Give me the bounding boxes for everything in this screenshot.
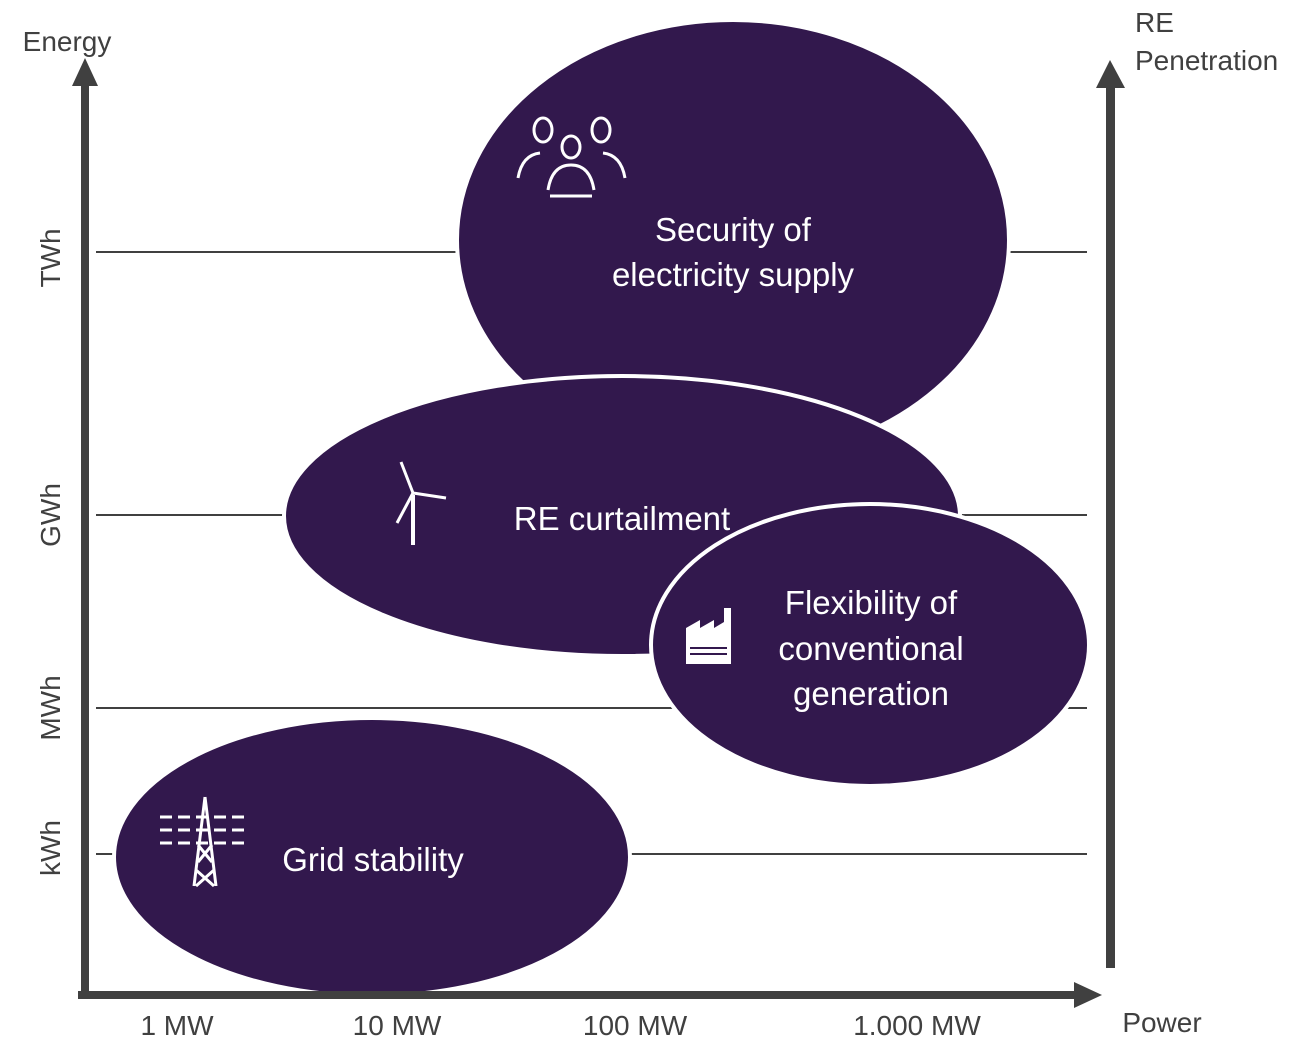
y-axis-arrow xyxy=(72,58,98,86)
x-level-label: 10 MW xyxy=(353,1010,442,1041)
y-level-label: MWh xyxy=(35,675,66,740)
region-label: conventional xyxy=(778,630,963,667)
y-level-label: GWh xyxy=(35,483,66,547)
region-label: RE curtailment xyxy=(514,500,730,537)
y-axis xyxy=(81,80,89,999)
region-label: electricity supply xyxy=(612,256,855,293)
y-level-label: kWh xyxy=(35,820,66,876)
pylon-icon xyxy=(160,796,250,888)
x-axis xyxy=(78,991,1080,999)
x-level-label: 100 MW xyxy=(583,1010,688,1041)
factory-icon xyxy=(686,608,731,664)
region-label: Flexibility of xyxy=(785,584,958,621)
right-axis-arrow xyxy=(1096,60,1125,88)
y-level-label: TWh xyxy=(35,228,66,287)
right-axis-label: RE xyxy=(1135,7,1174,38)
x-axis-label: Power xyxy=(1122,1007,1201,1038)
y-axis-label: Energy xyxy=(23,26,112,57)
people-icon xyxy=(516,116,627,198)
x-level-label: 1.000 MW xyxy=(853,1010,981,1041)
region-flexibility xyxy=(649,502,1091,788)
x-level-label: 1 MW xyxy=(140,1010,214,1041)
right-axis-label: Penetration xyxy=(1135,45,1278,76)
region-label: Grid stability xyxy=(282,841,464,878)
axes xyxy=(72,58,1125,1008)
region-label: Security of xyxy=(655,211,812,248)
right-axis xyxy=(1106,84,1115,968)
x-axis-arrow xyxy=(1074,982,1102,1008)
wind-turbine-icon xyxy=(395,461,447,545)
region-label: generation xyxy=(793,675,949,712)
